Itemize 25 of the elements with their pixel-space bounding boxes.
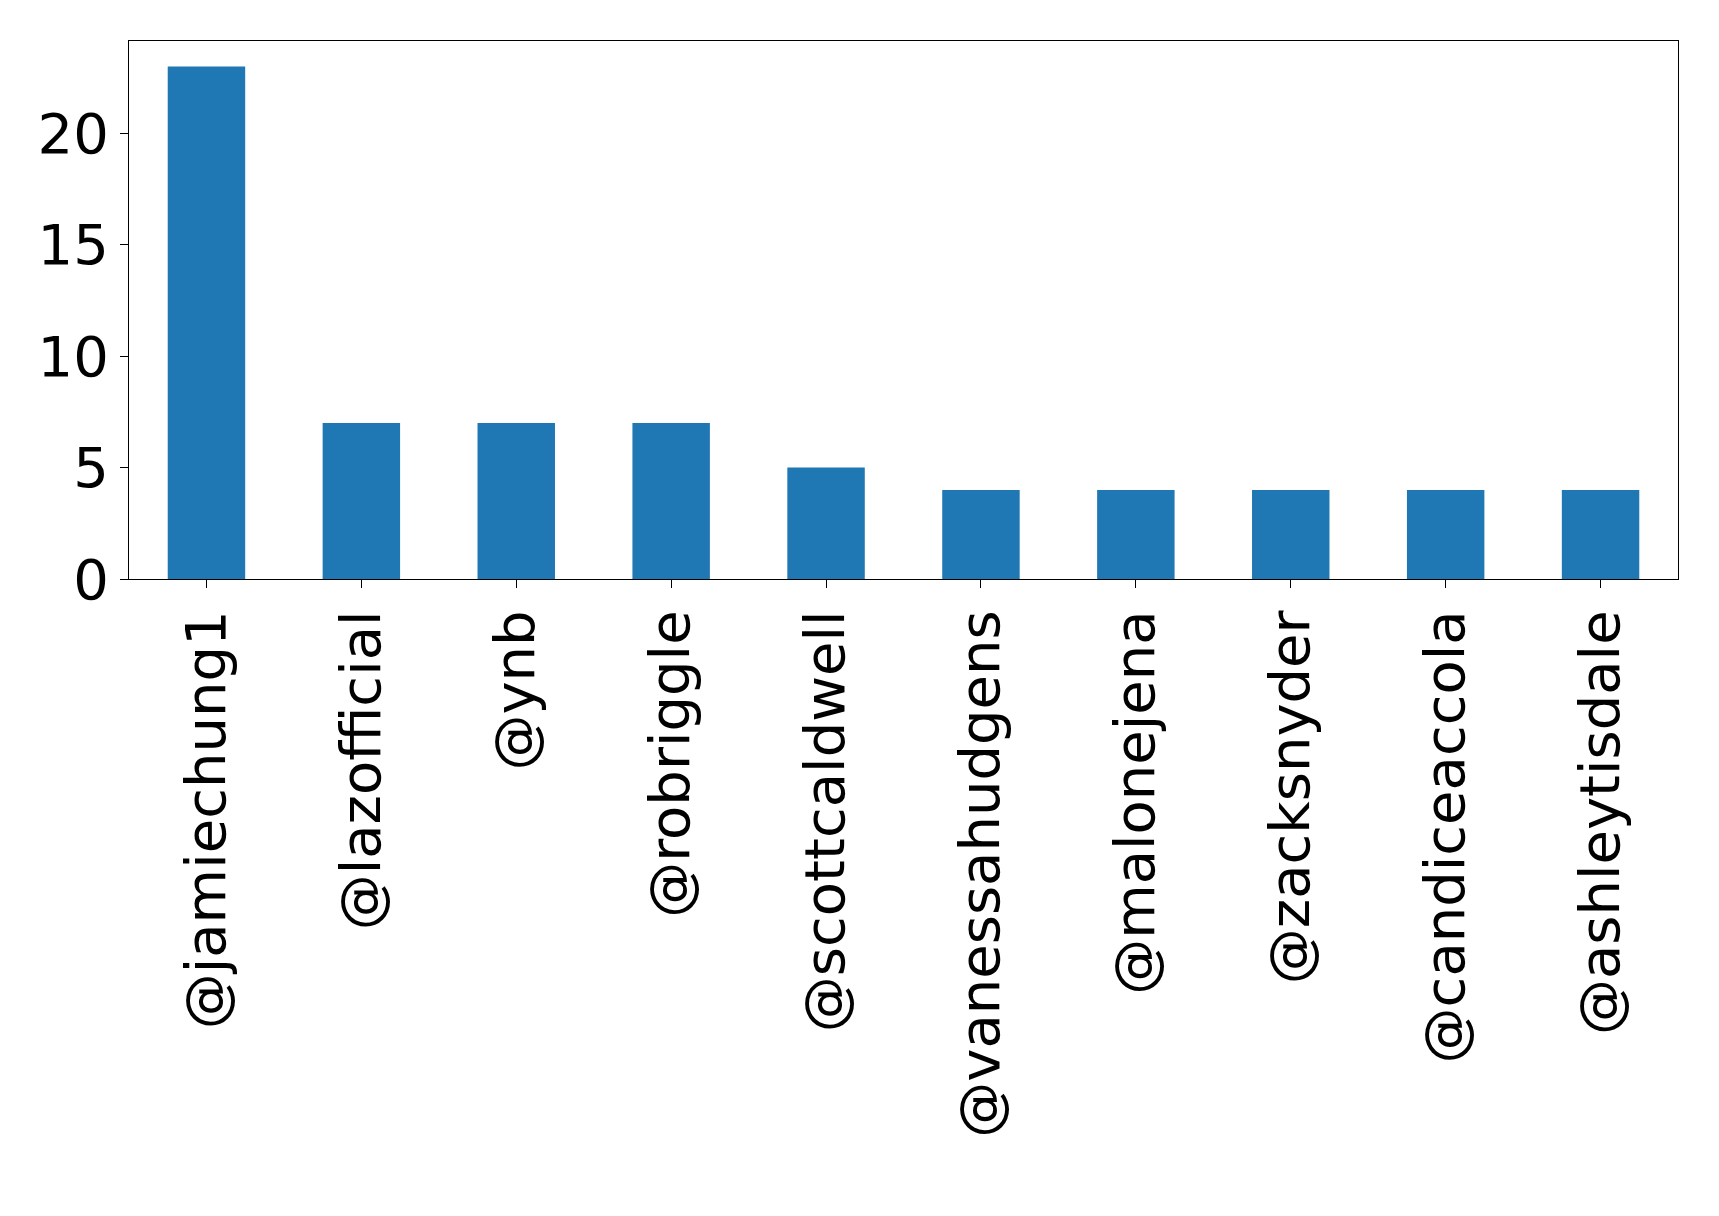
- y-tick-label: 20: [37, 101, 109, 167]
- y-tick-label: 15: [37, 212, 109, 278]
- bar: [1406, 489, 1485, 579]
- bar: [167, 66, 246, 579]
- bar: [322, 423, 401, 579]
- y-tick-label: 0: [73, 546, 109, 612]
- bar: [1097, 489, 1175, 579]
- y-tick-label: 5: [73, 435, 109, 501]
- x-tick-label: @malonejena: [1102, 610, 1168, 995]
- bar: [787, 467, 865, 579]
- x-tick-label: @jamiechung1: [172, 610, 238, 1030]
- x-tick-label: @lazofficial: [327, 610, 393, 931]
- bar: [1561, 489, 1640, 579]
- bar: [942, 489, 1020, 579]
- bar: [1252, 489, 1330, 579]
- x-tick-label: @robriggle: [637, 610, 703, 918]
- y-tick-label: 10: [37, 323, 109, 389]
- x-tick-label: @ashleytisdale: [1566, 610, 1632, 1036]
- bar: [632, 423, 710, 579]
- x-tick-label: @vanessahudgens: [947, 610, 1013, 1138]
- x-tick-label: @candiceaccola: [1411, 610, 1477, 1064]
- x-tick-label: @scottcaldwell: [792, 610, 858, 1033]
- x-tick-label: @ynb: [482, 610, 548, 771]
- x-tick-label: @zacksnyder: [1256, 609, 1322, 985]
- bar: [477, 423, 555, 579]
